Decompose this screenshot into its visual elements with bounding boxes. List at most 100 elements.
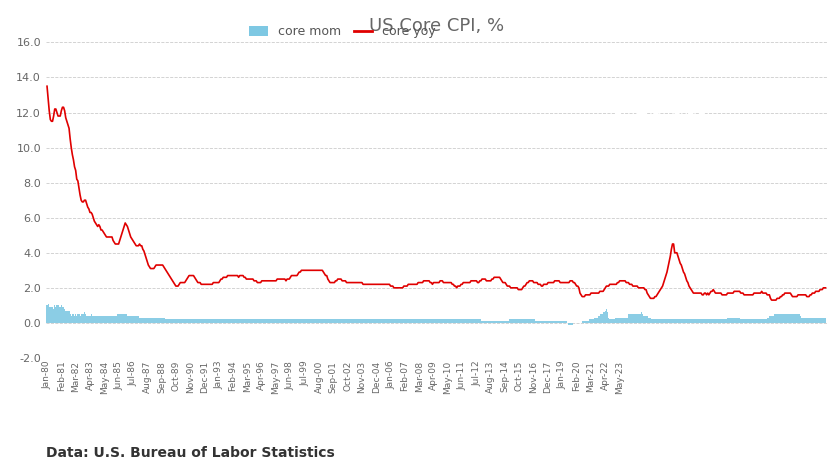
Bar <box>803 317 804 323</box>
Bar <box>755 319 756 323</box>
Bar <box>303 319 304 323</box>
Bar <box>103 316 104 323</box>
Bar <box>155 317 157 323</box>
Bar <box>183 319 185 323</box>
Bar <box>520 319 521 323</box>
Bar <box>356 319 357 323</box>
Bar <box>763 319 764 323</box>
Bar <box>109 316 110 323</box>
Bar <box>139 317 140 323</box>
Bar <box>468 319 469 323</box>
Bar <box>664 319 665 323</box>
Bar <box>789 314 790 323</box>
Bar <box>677 319 679 323</box>
Bar <box>558 321 559 323</box>
Bar <box>218 319 220 323</box>
Bar <box>665 319 666 323</box>
Bar <box>512 319 514 323</box>
Bar <box>641 312 642 323</box>
Bar <box>465 319 466 323</box>
Bar <box>661 319 662 323</box>
Bar <box>494 321 496 323</box>
Bar <box>635 314 637 323</box>
Bar <box>680 319 681 323</box>
Bar <box>51 307 52 323</box>
Bar <box>794 314 795 323</box>
Bar <box>741 319 742 323</box>
Bar <box>194 319 195 323</box>
Bar <box>740 319 741 323</box>
Bar <box>582 321 583 323</box>
Bar <box>448 319 449 323</box>
Bar <box>781 314 782 323</box>
Bar <box>372 319 373 323</box>
Bar <box>476 319 477 323</box>
Bar <box>506 321 507 323</box>
Bar <box>99 316 100 323</box>
Bar <box>379 319 380 323</box>
Bar <box>425 319 427 323</box>
Bar <box>486 321 487 323</box>
Bar <box>620 317 621 323</box>
Bar <box>287 319 289 323</box>
Bar <box>325 319 326 323</box>
Bar <box>330 319 331 323</box>
Bar <box>209 319 210 323</box>
Bar <box>674 319 676 323</box>
Bar <box>204 319 205 323</box>
Bar <box>170 319 171 323</box>
Bar <box>683 319 684 323</box>
Bar <box>283 319 285 323</box>
Bar <box>790 314 791 323</box>
Bar <box>569 323 570 325</box>
Bar <box>507 321 508 323</box>
Bar <box>409 319 410 323</box>
Bar <box>771 316 772 323</box>
Bar <box>242 319 244 323</box>
Bar <box>378 319 379 323</box>
Bar <box>782 314 783 323</box>
Bar <box>345 319 346 323</box>
Bar <box>237 319 238 323</box>
Bar <box>650 317 651 323</box>
Bar <box>297 319 299 323</box>
Bar <box>815 317 816 323</box>
Bar <box>603 312 604 323</box>
Bar <box>113 316 114 323</box>
Bar <box>596 317 597 323</box>
Bar <box>48 307 50 323</box>
Bar <box>424 319 425 323</box>
Bar <box>645 316 646 323</box>
Bar <box>563 321 564 323</box>
Bar <box>318 319 320 323</box>
Bar <box>738 317 739 323</box>
Bar <box>175 319 176 323</box>
Bar <box>86 316 87 323</box>
Bar <box>586 321 587 323</box>
Bar <box>717 319 718 323</box>
Bar <box>359 319 361 323</box>
Bar <box>226 319 227 323</box>
Bar <box>438 319 439 323</box>
Bar <box>774 314 776 323</box>
Bar <box>158 317 159 323</box>
Bar <box>238 319 239 323</box>
Bar <box>551 321 552 323</box>
Bar <box>163 317 164 323</box>
Bar <box>79 316 81 323</box>
Bar <box>608 317 610 323</box>
Bar <box>216 319 217 323</box>
Bar <box>72 314 73 323</box>
Bar <box>120 314 121 323</box>
Bar <box>102 316 103 323</box>
Bar <box>439 319 441 323</box>
Bar <box>247 319 248 323</box>
Bar <box>348 319 349 323</box>
Bar <box>779 314 780 323</box>
Bar <box>694 319 695 323</box>
Bar <box>296 319 297 323</box>
Bar <box>684 319 686 323</box>
Bar <box>446 319 448 323</box>
Bar <box>501 321 503 323</box>
Bar <box>483 321 485 323</box>
